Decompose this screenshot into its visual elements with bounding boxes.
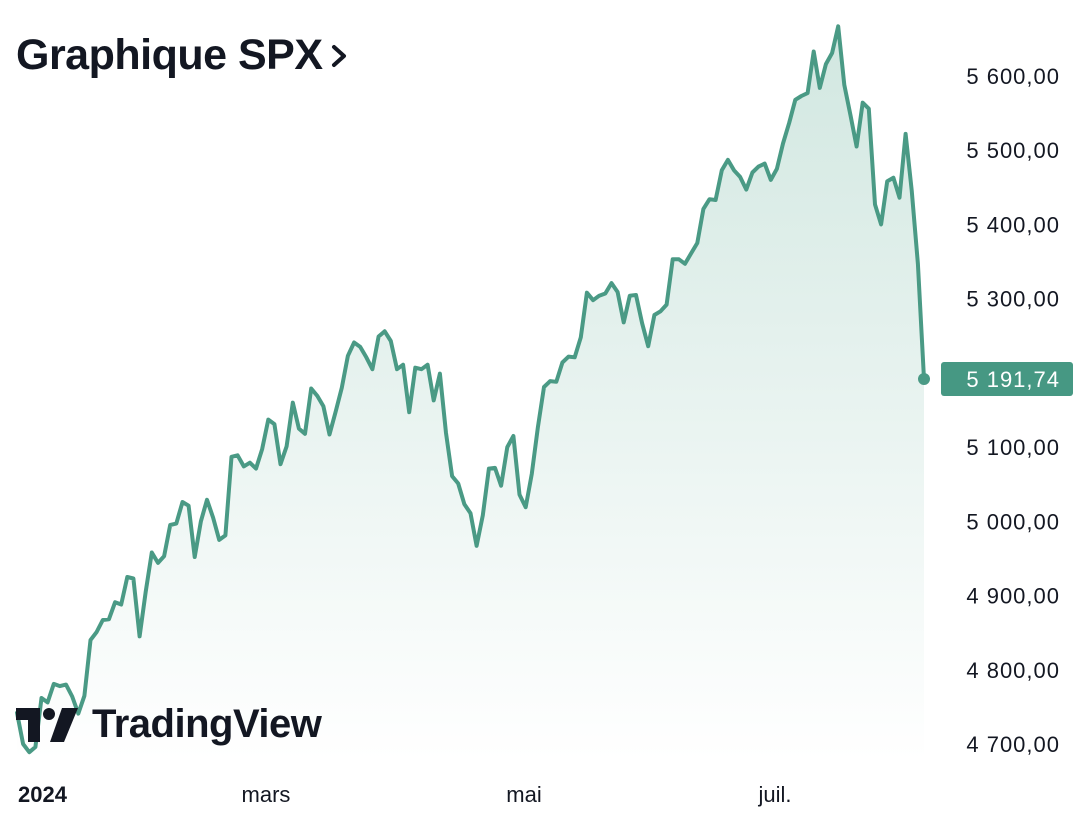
y-tick-label: 5 100,00 [966, 435, 1060, 460]
chevron-right-icon [331, 44, 346, 67]
tradingview-logo-icon [16, 707, 78, 742]
y-tick-label: 5 000,00 [966, 509, 1060, 534]
y-tick-label: 4 900,00 [966, 584, 1060, 609]
price-series-line[interactable] [15, 24, 926, 755]
y-tick-label: 4 800,00 [966, 658, 1060, 683]
last-price-dot [918, 373, 930, 386]
page-title: Graphique SPX [16, 31, 323, 79]
x-tick-label: juil. [757, 782, 791, 807]
x-tick-label: mars [242, 782, 291, 807]
last-price-tag [941, 362, 1073, 397]
y-tick-label: 4 700,00 [966, 732, 1060, 757]
last-price-label: 5 191,74 [966, 367, 1060, 392]
tradingview-logo[interactable]: TradingView [16, 702, 322, 747]
y-tick-label: 5 400,00 [966, 212, 1060, 237]
y-tick-label: 5 500,00 [966, 138, 1060, 163]
tradingview-logo-text: TradingView [92, 702, 322, 746]
x-tick-label: mai [506, 782, 541, 807]
chart-title-link[interactable]: Graphique SPX [16, 34, 349, 77]
y-tick-label: 5 600,00 [966, 64, 1060, 89]
y-tick-label: 5 300,00 [966, 287, 1060, 312]
price-area-fill [17, 26, 924, 761]
x-tick-label: 2024 [18, 782, 68, 807]
